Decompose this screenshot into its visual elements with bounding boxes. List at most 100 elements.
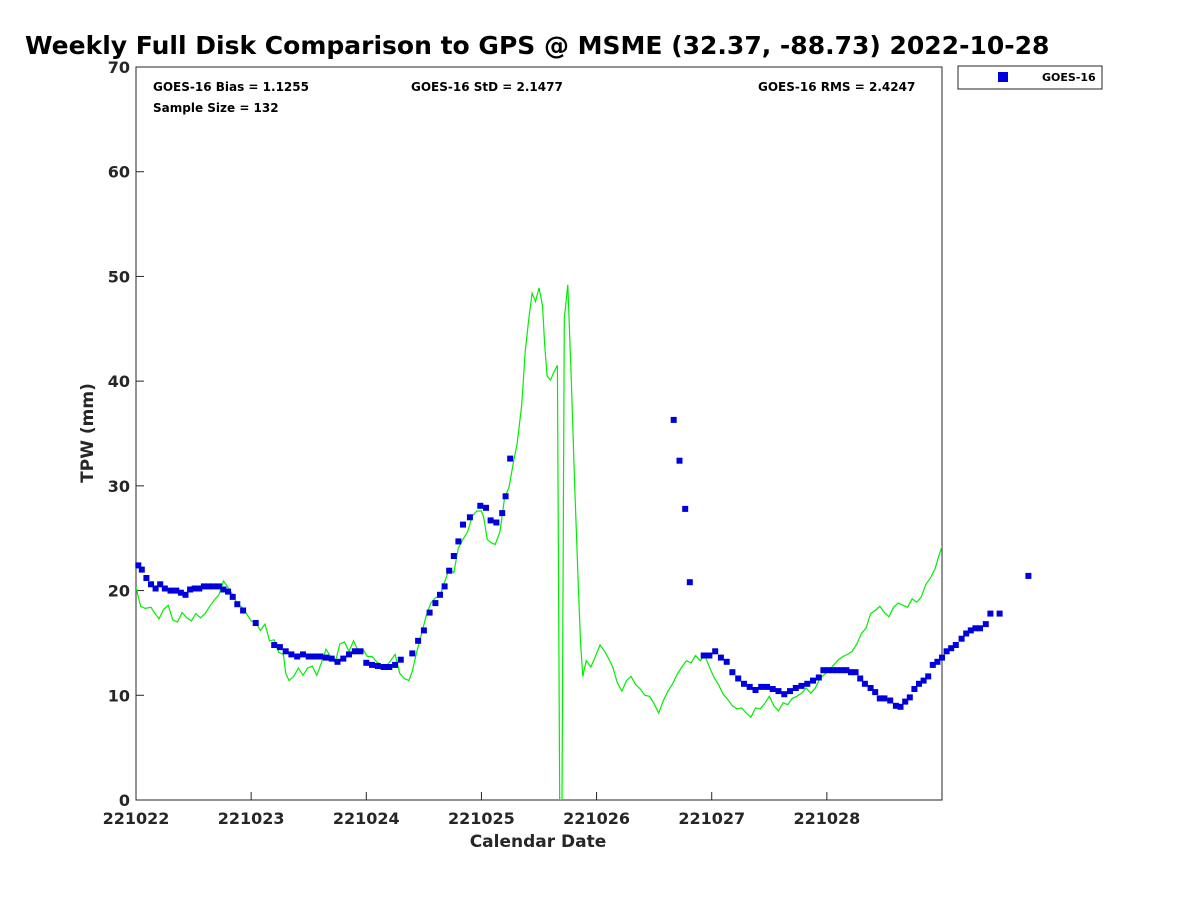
goes16-point-70 — [700, 652, 707, 659]
goes16-point-112 — [920, 677, 927, 684]
goes16-point-7 — [167, 587, 174, 594]
goes16-point-79 — [752, 687, 759, 693]
goes16-point-87 — [798, 682, 805, 689]
goes16-point-4 — [152, 585, 159, 592]
goes16-point-120 — [958, 635, 965, 642]
x-tick-label-5: 221027 — [678, 809, 745, 828]
goes16-point-52 — [437, 591, 443, 598]
goes16-point-14 — [200, 583, 207, 590]
goes16-point-29 — [300, 651, 306, 658]
legend: GOES-16 — [957, 65, 1103, 90]
goes16-point-123 — [972, 625, 979, 632]
x-tick-label-1: 221023 — [218, 809, 285, 828]
x-axis: 221022 221023 221024 221025 221026 221027 2210… — [103, 792, 860, 828]
goes16-point-96 — [843, 667, 850, 674]
goes16-point-11 — [187, 586, 194, 593]
goes16-point-20 — [229, 593, 236, 600]
goes16-point-53 — [441, 583, 448, 590]
goes16-point-128 — [1025, 572, 1032, 579]
goes16-point-65 — [507, 455, 514, 462]
goes16-point-2 — [143, 575, 150, 581]
goes16-point-31 — [311, 653, 318, 660]
goes16-point-24 — [271, 642, 278, 648]
goes16-point-64 — [502, 493, 509, 500]
goes16-point-105 — [887, 697, 894, 704]
gps-line — [136, 284, 942, 800]
goes16-point-88 — [804, 680, 811, 687]
x-axis-label: Calendar Date — [470, 832, 607, 852]
goes16-point-60 — [483, 504, 489, 511]
goes16-point-75 — [729, 669, 736, 676]
goes16-point-1 — [138, 566, 145, 573]
x-tick-label-2: 221024 — [333, 809, 400, 828]
goes16-point-102 — [872, 689, 879, 696]
goes16-point-74 — [723, 658, 730, 665]
goes16-point-107 — [897, 703, 904, 710]
goes16-point-113 — [925, 673, 932, 680]
goes16-point-122 — [967, 627, 974, 634]
goes16-point-34 — [328, 655, 335, 662]
goes16-point-21 — [234, 601, 241, 608]
y-tick-label-0: 0 — [119, 791, 130, 810]
goes16-point-32 — [317, 653, 324, 660]
y-tick-label-6: 60 — [108, 163, 130, 182]
goes16-point-68 — [682, 505, 689, 512]
y-axis: 0 10 20 30 40 50 60 70 — [108, 58, 144, 810]
goes16-point-25 — [276, 644, 283, 651]
goes16-point-95 — [838, 667, 845, 674]
goes16-point-0 — [135, 562, 142, 569]
y-tick-label-5: 50 — [108, 267, 130, 286]
plot-area — [135, 66, 943, 801]
goes16-point-8 — [173, 587, 180, 594]
goes16-point-50 — [426, 609, 433, 616]
goes16-point-77 — [741, 680, 747, 687]
goes16-point-41 — [369, 661, 375, 668]
goes16-point-62 — [493, 519, 500, 526]
bias-stat: GOES-16 Bias = 1.1255 — [153, 80, 309, 94]
goes16-point-90 — [815, 674, 822, 681]
y-tick-label-2: 20 — [108, 582, 130, 601]
goes16-point-116 — [939, 654, 945, 661]
goes16-point-85 — [787, 688, 793, 695]
goes16-point-19 — [225, 588, 232, 595]
goes16-point-48 — [415, 637, 422, 644]
std-stat: GOES-16 StD = 2.1477 — [411, 80, 563, 94]
sample-size-stat: Sample Size = 132 — [153, 101, 279, 115]
legend-box — [957, 65, 1103, 90]
goes16-point-16 — [210, 583, 217, 590]
x-tick-label-3: 221025 — [448, 809, 515, 828]
goes16-point-119 — [952, 642, 959, 648]
goes16-point-44 — [386, 664, 393, 670]
goes16-point-51 — [432, 600, 439, 607]
goes16-point-84 — [781, 691, 788, 698]
goes16-point-46 — [397, 656, 404, 663]
goes16-point-82 — [769, 686, 776, 692]
goes16-point-81 — [764, 683, 770, 690]
goes16-point-55 — [450, 553, 457, 559]
goes16-point-18 — [220, 586, 227, 593]
goes16-point-98 — [852, 669, 859, 676]
goes16-point-100 — [861, 680, 868, 687]
goes16-point-9 — [177, 589, 184, 596]
goes16-point-71 — [706, 652, 713, 659]
goes16-point-80 — [758, 683, 765, 690]
goes16-point-103 — [876, 695, 883, 702]
goes16-point-121 — [963, 630, 970, 637]
x-tick-label-4: 221026 — [563, 809, 630, 828]
goes16-point-114 — [929, 661, 936, 668]
goes16-point-124 — [977, 625, 983, 632]
goes16-point-61 — [487, 517, 494, 524]
goes16-point-12 — [191, 585, 198, 592]
goes16-point-10 — [182, 591, 189, 598]
goes16-point-54 — [446, 567, 453, 574]
goes16-point-86 — [792, 685, 799, 691]
goes16-point-57 — [460, 521, 466, 528]
goes16-point-101 — [867, 685, 874, 691]
goes16-point-92 — [825, 667, 831, 674]
goes16-point-28 — [294, 653, 301, 660]
goes16-point-42 — [374, 663, 381, 669]
goes16-point-27 — [288, 651, 295, 658]
goes16-point-109 — [906, 694, 913, 701]
goes16-point-56 — [455, 538, 462, 545]
